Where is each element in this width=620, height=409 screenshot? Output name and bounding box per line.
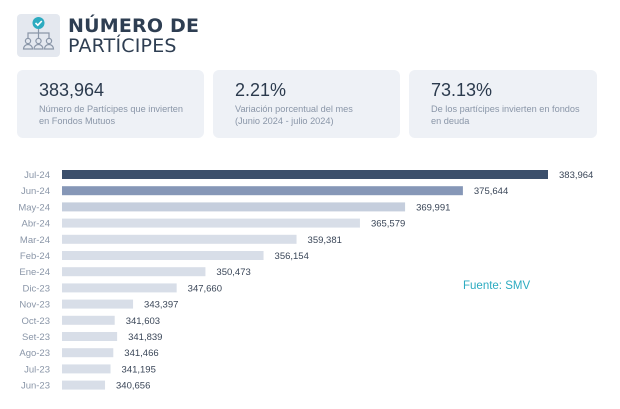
page-title: NÚMERO DE PARTÍCIPES: [68, 16, 199, 56]
source-note: Fuente: SMV: [463, 280, 531, 292]
stat-value: 2.21%: [235, 80, 287, 100]
stat-card-participants: 383,964 Número de Partícipes que inviert…: [17, 70, 204, 138]
value-label: 375,644: [474, 186, 508, 197]
value-label: 356,154: [275, 251, 309, 262]
stat-desc-line: (Junio 2024 - julio 2024): [235, 116, 334, 126]
title-line-1: NÚMERO DE: [68, 14, 200, 37]
category-label: Set-23: [22, 332, 50, 343]
bar-mar-24: [62, 234, 297, 244]
stat-value: 383,964: [39, 80, 105, 100]
bar-dic-23: [62, 283, 177, 293]
value-label: 369,991: [416, 202, 450, 213]
bar-jul-24: [62, 170, 548, 179]
category-label: Ene-24: [19, 267, 50, 278]
category-label: Nov-23: [19, 300, 50, 311]
participants-bar-chart: Jul-24 383,964 Jun-24 375,644 May-24 369,991 A…: [18, 170, 593, 392]
value-label: 341,195: [122, 364, 156, 375]
stat-card-debt-funds: 73.13% De los partícipes invierten en fo…: [409, 70, 597, 138]
value-label: 359,381: [308, 235, 342, 246]
category-label: Jul-24: [24, 170, 50, 181]
stat-description: De los partícipes invierten en fondos en…: [431, 103, 580, 127]
stat-description: Número de Partícipes que invierten en Fo…: [39, 103, 183, 127]
bar-oct-23: [62, 315, 115, 325]
category-label: May-24: [18, 202, 50, 213]
value-label: 347,660: [188, 283, 222, 294]
bar-jun-23: [62, 380, 106, 390]
page-header: NÚMERO DE PARTÍCIPES: [17, 14, 199, 57]
stat-description: Variación porcentual del mes (Junio 2024…: [235, 103, 353, 127]
bar-set-23: [62, 332, 118, 341]
stat-desc-line: Número de Partícipes que invierten: [39, 104, 184, 114]
category-label: Ago-23: [19, 348, 50, 359]
category-label: Jun-23: [21, 381, 50, 392]
category-label: Mar-24: [20, 235, 50, 246]
value-label: 383,964: [559, 170, 593, 181]
value-label: 341,839: [128, 332, 162, 343]
stat-desc-line: Variación porcentual del mes: [235, 104, 353, 114]
bar-nov-23: [62, 299, 134, 309]
title-line-2: PARTÍCIPES: [68, 34, 177, 57]
bar-jun-24: [62, 186, 463, 196]
bar-jul-23: [62, 364, 111, 374]
bar-feb-24: [62, 251, 264, 260]
stat-card-variation: 2.21% Variación porcentual del mes (Juni…: [213, 70, 400, 138]
participants-icon: [17, 14, 60, 57]
value-label: 341,466: [124, 348, 158, 359]
category-label: Abr-24: [21, 219, 50, 230]
stat-value: 73.13%: [431, 80, 493, 100]
stat-desc-line: en Fondos Mutuos: [39, 116, 116, 126]
stat-desc-line: De los partícipes invierten en fondos: [431, 104, 580, 114]
value-label: 341,603: [126, 316, 160, 327]
bar-ago-23: [62, 348, 114, 358]
value-label: 350,473: [216, 267, 250, 278]
category-label: Dic-23: [23, 283, 50, 294]
bar-ene-24: [62, 267, 206, 277]
bar-may-24: [62, 202, 406, 212]
category-label: Oct-23: [21, 316, 50, 327]
stat-desc-line: en deuda: [431, 116, 470, 126]
value-label: 343,397: [144, 300, 178, 311]
value-label: 365,579: [371, 219, 405, 230]
category-label: Feb-24: [20, 251, 50, 262]
category-label: Jun-24: [21, 186, 50, 197]
value-label: 340,656: [116, 381, 150, 392]
category-label: Jul-23: [24, 364, 50, 375]
bar-abr-24: [62, 218, 360, 228]
